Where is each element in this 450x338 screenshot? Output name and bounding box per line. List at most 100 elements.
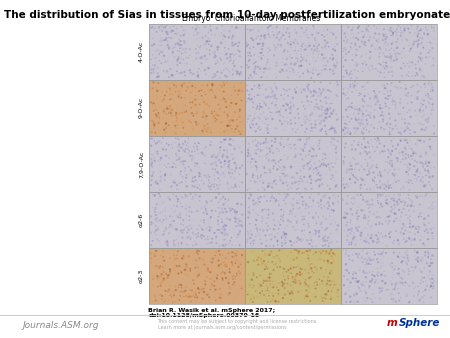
Point: [320, 238, 327, 243]
Point: [306, 137, 313, 142]
Point: [341, 154, 348, 160]
Point: [413, 257, 420, 262]
Point: [310, 79, 318, 84]
Point: [226, 158, 233, 163]
Point: [305, 223, 312, 228]
Point: [218, 292, 225, 297]
Point: [160, 25, 167, 30]
Point: [386, 48, 393, 53]
Point: [307, 128, 315, 134]
Point: [405, 195, 413, 201]
Point: [354, 216, 361, 221]
Point: [414, 259, 422, 265]
Point: [283, 68, 290, 73]
Point: [204, 234, 212, 240]
Point: [189, 149, 196, 154]
Point: [319, 295, 326, 301]
Point: [376, 141, 383, 146]
Point: [319, 89, 326, 94]
Point: [186, 214, 193, 219]
Point: [166, 106, 174, 112]
Point: [383, 197, 391, 202]
Point: [151, 139, 158, 144]
Point: [420, 45, 427, 51]
Point: [272, 299, 279, 304]
Point: [198, 205, 205, 211]
Point: [359, 253, 366, 259]
Point: [279, 68, 287, 73]
Point: [232, 223, 239, 229]
Point: [382, 63, 389, 68]
Point: [315, 164, 322, 170]
Point: [297, 152, 304, 157]
Point: [378, 113, 386, 118]
Point: [287, 110, 294, 116]
Point: [317, 198, 324, 204]
Point: [196, 182, 203, 188]
Point: [316, 146, 323, 151]
Point: [221, 34, 229, 40]
Point: [176, 60, 184, 66]
Point: [369, 144, 376, 149]
Point: [249, 296, 256, 301]
Point: [149, 238, 156, 244]
Point: [312, 118, 319, 124]
Point: [245, 209, 252, 215]
Point: [162, 97, 169, 102]
Point: [295, 250, 302, 256]
Point: [322, 216, 329, 221]
Point: [406, 26, 414, 32]
Point: [316, 158, 323, 164]
Point: [151, 230, 158, 235]
Point: [343, 267, 350, 272]
Point: [162, 241, 170, 247]
Point: [175, 148, 182, 153]
Point: [372, 47, 379, 52]
Point: [219, 151, 226, 157]
Point: [306, 148, 313, 154]
Point: [303, 248, 310, 254]
Point: [405, 93, 412, 99]
Point: [182, 288, 189, 293]
Point: [168, 113, 176, 118]
Point: [347, 35, 354, 41]
Point: [165, 161, 172, 166]
Point: [217, 82, 224, 88]
Point: [340, 175, 347, 181]
Point: [255, 33, 262, 39]
Point: [180, 47, 187, 52]
Point: [310, 170, 317, 175]
Point: [212, 61, 219, 67]
Point: [340, 283, 347, 288]
Point: [229, 34, 236, 39]
Point: [361, 283, 368, 288]
Point: [233, 25, 240, 30]
Point: [160, 217, 167, 222]
Point: [248, 165, 255, 170]
Point: [349, 57, 356, 63]
Point: [259, 185, 266, 190]
Point: [377, 62, 384, 67]
Point: [313, 243, 320, 249]
Point: [417, 281, 424, 286]
Point: [421, 243, 428, 248]
Point: [367, 49, 374, 54]
Point: [169, 46, 176, 51]
Point: [300, 148, 307, 154]
Point: [344, 219, 351, 225]
Point: [320, 243, 327, 248]
Point: [281, 238, 288, 243]
Point: [183, 184, 190, 189]
Point: [315, 200, 322, 206]
Point: [273, 126, 280, 131]
Point: [287, 164, 294, 169]
Point: [234, 201, 241, 206]
Point: [156, 115, 163, 121]
Point: [328, 279, 336, 284]
Point: [225, 68, 232, 73]
Point: [349, 213, 356, 218]
Point: [352, 83, 360, 89]
Point: [160, 125, 167, 131]
Point: [173, 118, 180, 124]
Point: [237, 131, 244, 137]
